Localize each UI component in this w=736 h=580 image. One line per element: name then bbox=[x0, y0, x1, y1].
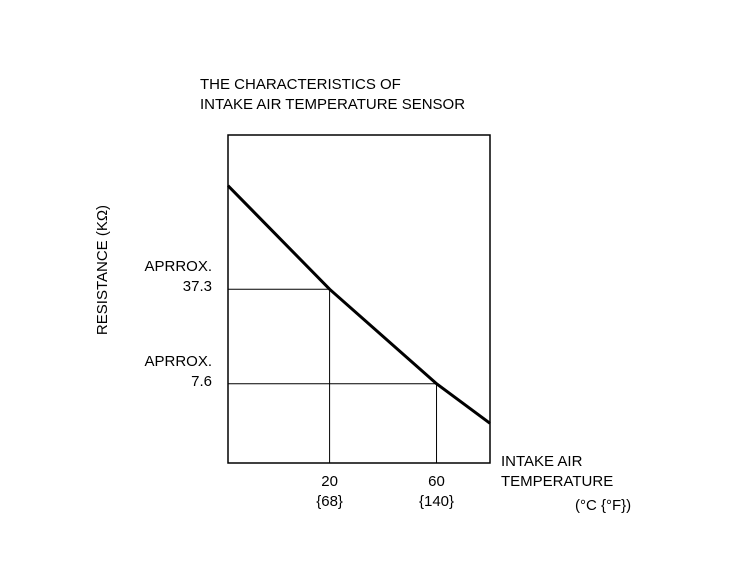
x-tick-label: 20 {68} bbox=[316, 473, 343, 510]
x-axis-label: INTAKE AIR TEMPERATURE bbox=[501, 453, 614, 490]
plot-frame bbox=[227, 134, 491, 464]
x-tick-label: 60 {140} bbox=[418, 473, 455, 510]
y-axis-label: RESISTANCE (KΩ) bbox=[94, 204, 111, 336]
x-axis-unit: (°C {°F}) bbox=[575, 497, 632, 514]
y-tick-label: APRROX. 37.3 bbox=[144, 258, 212, 296]
curve bbox=[226, 184, 491, 425]
chart-title: THE CHARACTERISTICS OF INTAKE AIR TEMPER… bbox=[200, 76, 466, 113]
y-tick-label: APRROX. 7.6 bbox=[144, 352, 212, 390]
